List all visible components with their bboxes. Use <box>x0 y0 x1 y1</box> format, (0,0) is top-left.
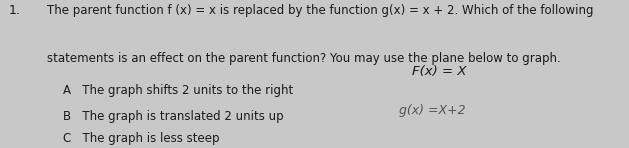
Text: C   The graph is less steep: C The graph is less steep <box>63 132 220 145</box>
Text: statements is an effect on the parent function? You may use the plane below to g: statements is an effect on the parent fu… <box>47 52 561 65</box>
Text: B   The graph is translated 2 units up: B The graph is translated 2 units up <box>63 110 284 123</box>
Text: F(x) = X: F(x) = X <box>412 65 467 78</box>
Text: g(x) =X+2: g(x) =X+2 <box>399 104 466 117</box>
Text: A   The graph shifts 2 units to the right: A The graph shifts 2 units to the right <box>63 84 293 97</box>
Text: 1.: 1. <box>8 4 20 17</box>
Text: The parent function f (x) = x is replaced by the function g(x) = x + 2. Which of: The parent function f (x) = x is replace… <box>47 4 594 17</box>
